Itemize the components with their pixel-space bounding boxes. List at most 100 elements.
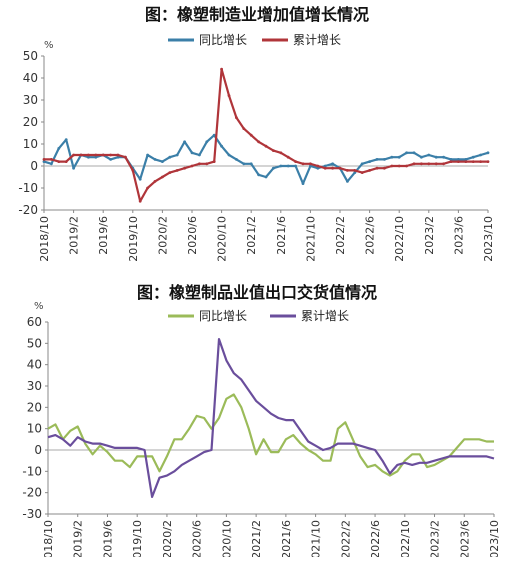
data-point bbox=[331, 162, 334, 166]
series-line-1 bbox=[44, 68, 488, 203]
legend-label: 同比增长 bbox=[199, 309, 247, 323]
data-point bbox=[316, 164, 320, 168]
x-tick-label: 2022/10 bbox=[393, 216, 406, 262]
x-tick-label: 2021/10 bbox=[310, 520, 323, 557]
data-point bbox=[168, 171, 172, 175]
data-point bbox=[72, 166, 75, 170]
data-point bbox=[272, 149, 275, 153]
data-point bbox=[316, 166, 320, 170]
data-point bbox=[323, 164, 327, 168]
data-point bbox=[64, 160, 68, 164]
y-tick-label: 0 bbox=[34, 443, 42, 457]
data-point bbox=[249, 133, 253, 137]
data-point bbox=[94, 153, 98, 157]
data-point bbox=[383, 166, 386, 170]
data-point bbox=[309, 162, 312, 166]
data-point bbox=[301, 162, 305, 166]
data-point bbox=[368, 160, 371, 164]
x-tick-label: 2020/10 bbox=[220, 520, 233, 557]
series-line-1 bbox=[47, 338, 495, 498]
data-point bbox=[183, 140, 187, 144]
data-point bbox=[42, 158, 46, 161]
data-point bbox=[420, 155, 423, 159]
data-point bbox=[434, 162, 438, 166]
data-point bbox=[375, 166, 379, 170]
data-point bbox=[87, 155, 90, 159]
data-point bbox=[175, 153, 179, 157]
data-point bbox=[360, 162, 364, 166]
data-point bbox=[190, 164, 194, 168]
x-tick-label: 2021/2 bbox=[250, 520, 263, 557]
x-tick-label: 2023/2 bbox=[423, 216, 436, 255]
data-point bbox=[161, 160, 164, 164]
data-point bbox=[138, 177, 142, 181]
data-point bbox=[301, 182, 305, 186]
data-point bbox=[309, 164, 312, 168]
data-point bbox=[235, 116, 238, 119]
data-point bbox=[235, 158, 238, 161]
data-point bbox=[294, 164, 297, 168]
y-tick-label: -10 bbox=[18, 181, 38, 195]
data-point bbox=[116, 155, 120, 159]
data-point bbox=[146, 186, 150, 190]
x-tick-label: 2018/10 bbox=[42, 520, 55, 557]
data-point bbox=[79, 153, 83, 157]
data-point bbox=[323, 166, 327, 170]
data-point bbox=[264, 144, 268, 148]
data-point bbox=[412, 162, 416, 166]
data-point bbox=[360, 171, 364, 175]
y-tick-label: 20 bbox=[23, 115, 38, 129]
data-point bbox=[279, 164, 283, 168]
x-tick-label: 2021/2 bbox=[245, 216, 258, 255]
data-point bbox=[442, 162, 445, 166]
data-point bbox=[227, 153, 231, 157]
x-tick-label: 2023/6 bbox=[458, 520, 471, 557]
data-point bbox=[212, 133, 216, 137]
x-tick-label: 2019/2 bbox=[72, 520, 85, 557]
data-point bbox=[346, 180, 349, 183]
data-point bbox=[479, 160, 482, 164]
data-point bbox=[50, 158, 53, 161]
data-point bbox=[131, 169, 135, 172]
data-point bbox=[353, 171, 357, 175]
data-point bbox=[175, 169, 179, 172]
x-tick-label: 2023/2 bbox=[429, 520, 442, 557]
data-point bbox=[471, 155, 475, 159]
x-tick-label: 2020/10 bbox=[216, 216, 229, 262]
data-point bbox=[368, 169, 371, 172]
data-point bbox=[279, 151, 283, 155]
data-point bbox=[449, 160, 453, 164]
data-point bbox=[146, 153, 150, 157]
data-point bbox=[109, 153, 112, 157]
x-tick-label: 2020/6 bbox=[191, 520, 204, 557]
y-tick-label: 20 bbox=[27, 400, 42, 414]
chart-manufacturing-value-added: 图：橡塑制造业增加值增长情况 % -20 -10 0 10 20 30 40 50 2018/1… bbox=[18, 5, 495, 262]
data-point bbox=[161, 175, 164, 179]
x-tick-label: 2022/6 bbox=[369, 520, 382, 557]
data-point bbox=[427, 153, 431, 157]
data-point bbox=[94, 155, 98, 159]
y-tick-label: -30 bbox=[22, 507, 42, 521]
data-point bbox=[286, 164, 290, 168]
data-point bbox=[397, 155, 401, 159]
data-point bbox=[242, 162, 246, 166]
data-point bbox=[479, 153, 482, 157]
data-point bbox=[101, 153, 105, 157]
chart-export-delivery-value: 图：橡塑制品业值出口交货值情况 % -30 -20 -10 0 10 20 30 40 50 60… bbox=[22, 283, 501, 561]
y-tick-label: 40 bbox=[23, 71, 38, 85]
data-point bbox=[449, 158, 453, 161]
data-point bbox=[87, 153, 90, 157]
y-tick-label: 10 bbox=[23, 137, 38, 151]
y-tick-label: 60 bbox=[27, 315, 42, 329]
data-point bbox=[220, 144, 224, 148]
data-point bbox=[64, 138, 68, 142]
x-tick-label: 2022/2 bbox=[334, 216, 347, 255]
data-point bbox=[57, 160, 61, 164]
data-point bbox=[257, 140, 260, 144]
data-point bbox=[272, 166, 275, 170]
data-point bbox=[249, 162, 253, 166]
data-point bbox=[168, 155, 172, 159]
data-point bbox=[397, 164, 401, 168]
data-point bbox=[383, 158, 386, 161]
